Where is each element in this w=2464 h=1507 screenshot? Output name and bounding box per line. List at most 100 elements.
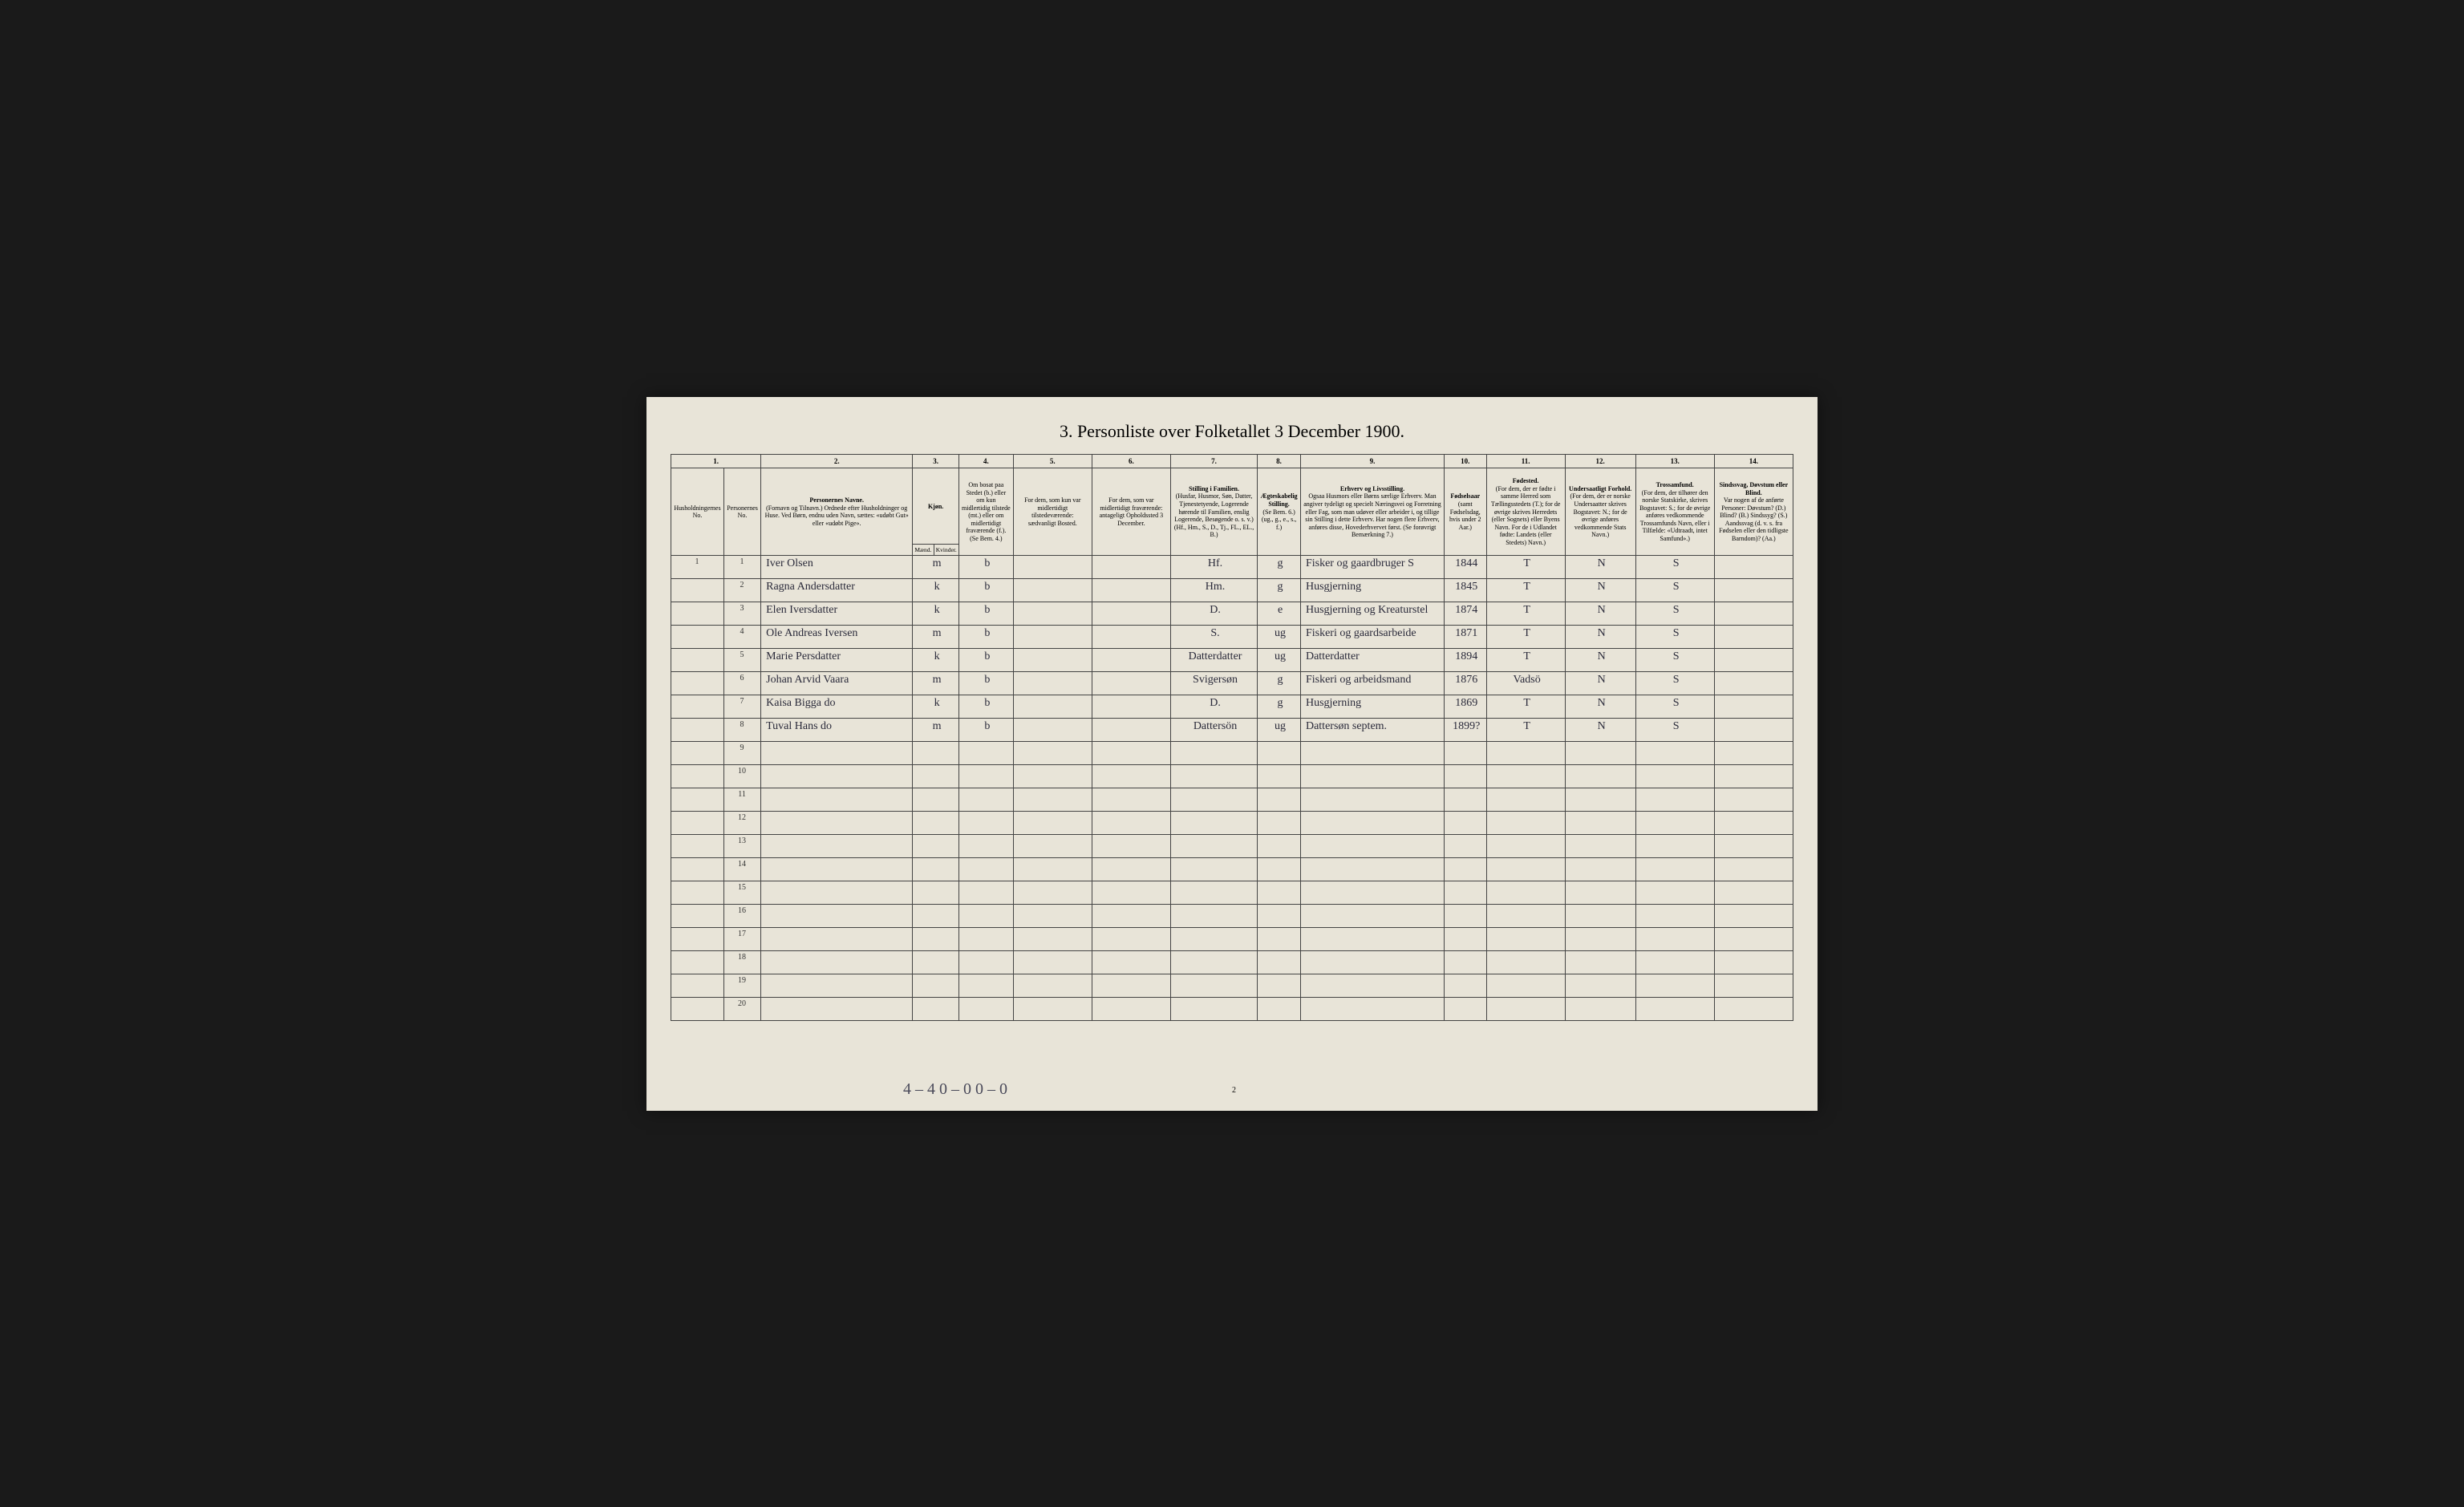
cell-empty (1444, 905, 1486, 928)
header-col6-text: For dem, som var midlertidigt fraværende… (1100, 496, 1162, 512)
cell-empty (1258, 951, 1301, 974)
cell-temp-present (1013, 719, 1092, 742)
cell-empty (761, 974, 913, 998)
cell-nationality: N (1565, 649, 1635, 672)
cell-empty (1300, 928, 1444, 951)
cell-empty (1092, 998, 1170, 1021)
cell-empty (1258, 974, 1301, 998)
cell-empty (1714, 951, 1793, 974)
cell-disability (1714, 649, 1793, 672)
table-row: 7 Kaisa Bigga do k b D. g Husgjerning 18… (671, 695, 1793, 719)
cell-empty (1486, 951, 1565, 974)
cell-empty (1258, 881, 1301, 905)
cell-name: Marie Persdatter (761, 649, 913, 672)
cell-family-pos: Svigersøn (1170, 672, 1257, 695)
header-sex: Kjøn. (913, 468, 959, 545)
cell-empty (1635, 905, 1714, 928)
cell-temp-absent (1092, 672, 1170, 695)
table-row: 4 Ole Andreas Iversen m b S. ug Fiskeri … (671, 626, 1793, 649)
header-occupation: Erhverv og Livsstilling. Ogsaa Husmors e… (1300, 468, 1444, 556)
cell-empty (1170, 974, 1257, 998)
cell-person-no: 17 (723, 928, 760, 951)
cell-residence: b (958, 695, 1013, 719)
cell-nationality: N (1565, 602, 1635, 626)
header-temp-absent: For dem, som var midlertidigt fraværende… (1092, 468, 1170, 556)
cell-occupation: Husgjerning og Kreaturstel (1300, 602, 1444, 626)
cell-household-no (671, 626, 724, 649)
cell-family-pos: Dattersön (1170, 719, 1257, 742)
cell-name: Ole Andreas Iversen (761, 626, 913, 649)
cell-empty (1170, 812, 1257, 835)
cell-marital: ug (1258, 626, 1301, 649)
cell-empty (1013, 974, 1092, 998)
cell-empty (1092, 928, 1170, 951)
cell-person-no: 1 (723, 556, 760, 579)
cell-temp-present (1013, 672, 1092, 695)
cell-empty (1013, 835, 1092, 858)
cell-occupation: Fiskeri og arbeidsmand (1300, 672, 1444, 695)
cell-residence: b (958, 672, 1013, 695)
cell-empty (1013, 812, 1092, 835)
cell-empty (1170, 928, 1257, 951)
cell-empty (1486, 765, 1565, 788)
cell-household-no (671, 905, 724, 928)
cell-empty (1170, 998, 1257, 1021)
page-number: 2 (1232, 1086, 1236, 1095)
cell-empty (1092, 812, 1170, 835)
cell-religion: S (1635, 695, 1714, 719)
header-col2-sub: (Fornavn og Tilnavn.) Ordnede efter Hush… (765, 504, 909, 527)
cell-empty (1635, 951, 1714, 974)
cell-religion: S (1635, 626, 1714, 649)
cell-empty (1486, 974, 1565, 998)
cell-empty (1092, 974, 1170, 998)
cell-household-no (671, 602, 724, 626)
cell-empty (1714, 928, 1793, 951)
cell-name: Ragna Andersdatter (761, 579, 913, 602)
cell-empty (1635, 998, 1714, 1021)
cell-temp-present (1013, 556, 1092, 579)
cell-empty (1565, 881, 1635, 905)
cell-empty (1258, 905, 1301, 928)
cell-empty (1565, 998, 1635, 1021)
cell-household-no (671, 812, 724, 835)
cell-occupation: Datterdatter (1300, 649, 1444, 672)
cell-empty (761, 905, 913, 928)
cell-empty (913, 881, 959, 905)
cell-empty (1444, 812, 1486, 835)
cell-empty (1092, 835, 1170, 858)
cell-temp-absent (1092, 579, 1170, 602)
cell-empty (1092, 905, 1170, 928)
cell-empty (1092, 788, 1170, 812)
colnum-9: 9. (1300, 454, 1444, 468)
header-sex-m-text: Mænd. (914, 546, 931, 553)
cell-sex: k (913, 602, 959, 626)
table-row-empty: 16 (671, 905, 1793, 928)
cell-temp-absent (1092, 602, 1170, 626)
cell-disability (1714, 556, 1793, 579)
header-temp-present: For dem, som kun var midlertidigt tilste… (1013, 468, 1092, 556)
cell-empty (1258, 928, 1301, 951)
cell-household-no (671, 974, 724, 998)
cell-empty (958, 742, 1013, 765)
cell-marital: g (1258, 695, 1301, 719)
cell-person-no: 10 (723, 765, 760, 788)
cell-empty (1714, 765, 1793, 788)
cell-empty (1300, 998, 1444, 1021)
header-col4-sub: (Se Bem. 4.) (970, 535, 1002, 542)
colnum-11: 11. (1486, 454, 1565, 468)
cell-person-no: 16 (723, 905, 760, 928)
cell-empty (1635, 835, 1714, 858)
cell-family-pos: Datterdatter (1170, 649, 1257, 672)
cell-empty (958, 928, 1013, 951)
cell-household-no (671, 788, 724, 812)
footer-tally: 4 – 4 0 – 0 0 – 0 (903, 1080, 1007, 1099)
cell-empty (1635, 858, 1714, 881)
cell-empty (1170, 905, 1257, 928)
cell-occupation: Husgjerning (1300, 579, 1444, 602)
cell-birthplace: T (1486, 719, 1565, 742)
table-row-empty: 19 (671, 974, 1793, 998)
header-col10-sub: (samt Fødselsdag, hvis under 2 Aar.) (1449, 500, 1481, 531)
cell-empty (1714, 974, 1793, 998)
cell-temp-absent (1092, 626, 1170, 649)
cell-birthplace: T (1486, 556, 1565, 579)
